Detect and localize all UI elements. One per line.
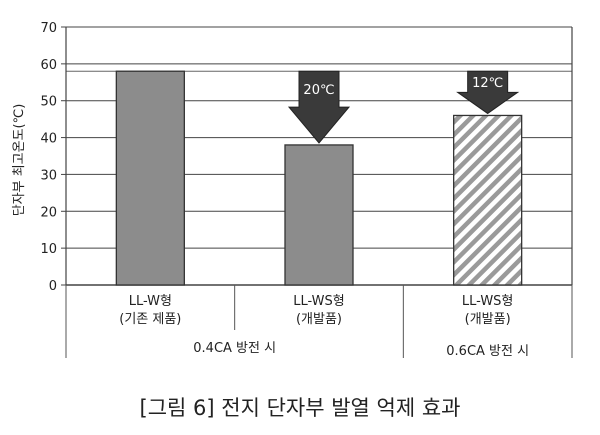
category-label: LL-WS형 bbox=[462, 294, 514, 309]
y-tick-label: 30 bbox=[40, 168, 57, 183]
bar-chart: 0 10 20 30 40 50 60 70 20℃ 12℃ LL-W형 (기존 제품) LL-WS… bbox=[12, 21, 573, 359]
figure-caption: [그림 6] 전지 단자부 발열 억제 효과 bbox=[139, 396, 461, 420]
y-tick-label: 40 bbox=[40, 132, 57, 147]
group-label: 0.4CA 방전 시 bbox=[193, 341, 276, 356]
y-tick-label: 10 bbox=[40, 242, 57, 257]
y-axis-label: 단자부 최고온도(℃) bbox=[12, 104, 27, 217]
x-categories: LL-W형 (기존 제품) LL-WS형 (개발품) LL-WS형 (개발품) bbox=[65, 285, 573, 358]
category-label: LL-WS형 bbox=[293, 294, 345, 309]
y-tick-label: 50 bbox=[40, 95, 57, 110]
bar-1 bbox=[115, 70, 185, 286]
bar-3 bbox=[453, 114, 523, 286]
annotations: 20℃ 12℃ bbox=[287, 70, 520, 144]
category-sublabel: (개발품) bbox=[296, 312, 342, 327]
down-arrow-icon bbox=[456, 70, 520, 115]
y-tick-label: 60 bbox=[40, 58, 57, 73]
down-arrow-icon bbox=[287, 70, 351, 144]
group-label: 0.6CA 방전 시 bbox=[446, 344, 529, 359]
y-tick-label: 20 bbox=[40, 205, 57, 220]
category-label: LL-W형 bbox=[129, 294, 172, 309]
annotation-label: 12℃ bbox=[472, 76, 503, 91]
group-labels: 0.4CA 방전 시 0.6CA 방전 시 bbox=[193, 341, 529, 359]
bar-2 bbox=[284, 144, 354, 286]
bars bbox=[115, 70, 523, 286]
y-tick-label: 0 bbox=[49, 279, 57, 294]
category-sublabel: (개발품) bbox=[465, 312, 511, 327]
category-sublabel: (기존 제품) bbox=[119, 312, 181, 327]
y-tick-label: 70 bbox=[40, 21, 57, 36]
annotation-label: 20℃ bbox=[303, 83, 334, 98]
y-axis: 0 10 20 30 40 50 60 70 bbox=[40, 21, 573, 294]
